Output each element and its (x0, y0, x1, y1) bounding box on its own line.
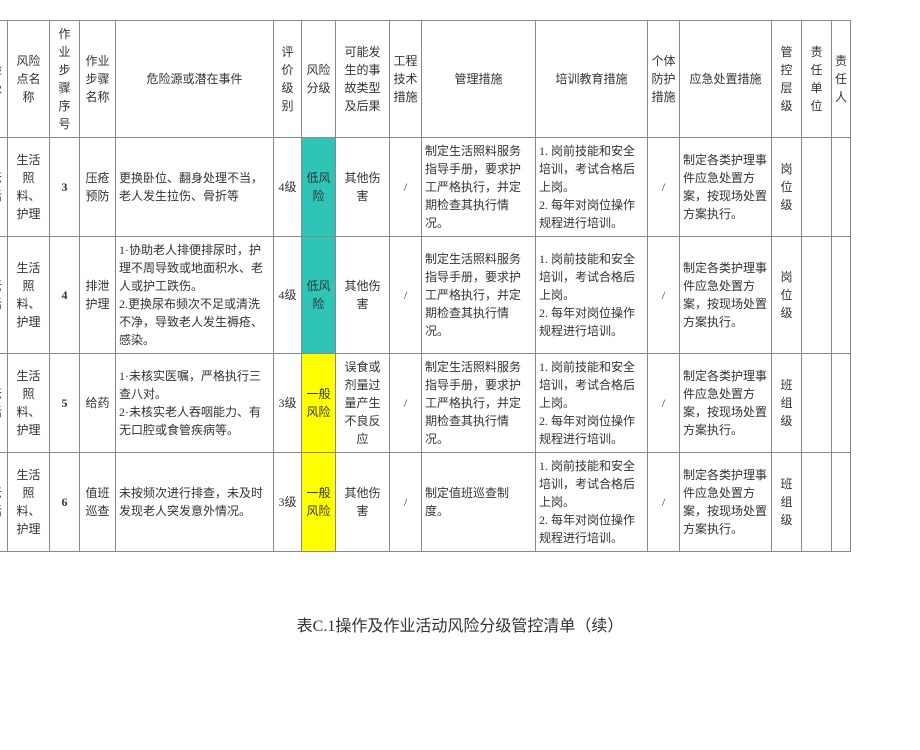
table-cell: 养老生活 (0, 237, 8, 354)
table-cell: 养老生活 (0, 354, 8, 453)
table-cell: / (648, 138, 680, 237)
table-cell: 给药 (80, 354, 116, 453)
col-header: 评价级别 (274, 21, 302, 138)
table-cell: 低风险 (302, 138, 336, 237)
table-cell: 1·未核实医嘱，严格执行三查八对。2·未核实老人吞咽能力、有无口腔或食管疾病等。 (116, 354, 274, 453)
table-cell: 制定各类护理事件应急处置方案，按现场处置方案执行。 (680, 354, 772, 453)
col-header: 风险分级 (302, 21, 336, 138)
table-cell: / (648, 354, 680, 453)
table-cell: 误食或剂量过量产生不良反应 (336, 354, 390, 453)
table-cell: 养老生活 (0, 138, 8, 237)
table-header-row: 风险等级风险点名称作业步骤序号作业步骤名称危险源或潜在事件评价级别风险分级可能发… (0, 21, 851, 138)
table-cell: / (648, 453, 680, 552)
table-caption: 表C.1操作及作业活动风险分级管控清单（续） (0, 612, 920, 636)
table-cell: / (390, 138, 422, 237)
table-cell: 生活照料、护理 (8, 354, 50, 453)
col-header: 管理措施 (422, 21, 536, 138)
table-cell: 压疮预防 (80, 138, 116, 237)
col-header: 责任单位 (802, 21, 832, 138)
table-cell: 4级 (274, 138, 302, 237)
table-cell: 更换卧位、翻身处理不当，老人发生拉伤、骨折等 (116, 138, 274, 237)
table-cell: 制定各类护理事件应急处置方案，按现场处置方案执行。 (680, 138, 772, 237)
table-cell: 制定各类护理事件应急处置方案，按现场处置方案执行。 (680, 453, 772, 552)
col-header: 管控层级 (772, 21, 802, 138)
col-header: 可能发生的事故类型及后果 (336, 21, 390, 138)
table-cell (802, 138, 832, 237)
table-cell (802, 237, 832, 354)
risk-table: 风险等级风险点名称作业步骤序号作业步骤名称危险源或潜在事件评价级别风险分级可能发… (0, 20, 851, 552)
table-cell: 一般风险 (302, 453, 336, 552)
table-cell: 班组级 (772, 354, 802, 453)
table-cell: 1. 岗前技能和安全培训，考试合格后上岗。2. 每年对岗位操作规程进行培训。 (536, 453, 648, 552)
col-header: 风险点名称 (8, 21, 50, 138)
table-cell: 生活照料、护理 (8, 237, 50, 354)
table-cell (832, 453, 851, 552)
table-cell: / (390, 354, 422, 453)
table-cell: 其他伤害 (336, 453, 390, 552)
table-cell: 制定值班巡查制度。 (422, 453, 536, 552)
table-cell: 1. 岗前技能和安全培训，考试合格后上岗。2. 每年对岗位操作规程进行培训。 (536, 354, 648, 453)
table-row: 养老生活生活照料、护理5给药1·未核实医嘱，严格执行三查八对。2·未核实老人吞咽… (0, 354, 851, 453)
table-cell: 养老生活 (0, 453, 8, 552)
col-header: 危险源或潜在事件 (116, 21, 274, 138)
table-row: 养老生活生活照料、护理6值班巡查未按频次进行排查，未及时发现老人突发意外情况。3… (0, 453, 851, 552)
table-cell: 低风险 (302, 237, 336, 354)
table-cell: 岗位级 (772, 138, 802, 237)
table-cell: 4级 (274, 237, 302, 354)
table-cell: 6 (50, 453, 80, 552)
col-header: 工程技术措施 (390, 21, 422, 138)
table-cell: 4 (50, 237, 80, 354)
table-cell: 其他伤害 (336, 237, 390, 354)
table-cell: 生活照料、护理 (8, 138, 50, 237)
table-cell: / (648, 237, 680, 354)
table-cell: 生活照料、护理 (8, 453, 50, 552)
col-header: 个体防护措施 (648, 21, 680, 138)
table-row: 养老生活生活照料、护理4排泄护理1·协助老人排便排尿时，护理不周导致或地面积水、… (0, 237, 851, 354)
table-container: 风险等级风险点名称作业步骤序号作业步骤名称危险源或潜在事件评价级别风险分级可能发… (0, 20, 920, 552)
table-cell: 班组级 (772, 453, 802, 552)
table-row: 养老生活生活照料、护理3压疮预防更换卧位、翻身处理不当，老人发生拉伤、骨折等4级… (0, 138, 851, 237)
table-cell (832, 354, 851, 453)
table-cell (802, 453, 832, 552)
table-cell: 1. 岗前技能和安全培训，考试合格后上岗。2. 每年对岗位操作规程进行培训。 (536, 237, 648, 354)
table-cell: 3级 (274, 453, 302, 552)
table-cell: 3 (50, 138, 80, 237)
table-cell: / (390, 237, 422, 354)
table-cell: 制定生活照料服务指导手册，要求护工严格执行，并定期检查其执行情况。 (422, 237, 536, 354)
table-cell: 值班巡查 (80, 453, 116, 552)
table-cell: 制定各类护理事件应急处置方案，按现场处置方案执行。 (680, 237, 772, 354)
col-header: 风险等级 (0, 21, 8, 138)
table-cell: / (390, 453, 422, 552)
table-cell: 制定生活照料服务指导手册，要求护工严格执行，并定期检查其执行情况。 (422, 354, 536, 453)
table-cell (802, 354, 832, 453)
col-header: 责任人 (832, 21, 851, 138)
col-header: 培训教育措施 (536, 21, 648, 138)
table-cell: 其他伤害 (336, 138, 390, 237)
table-cell: 制定生活照料服务指导手册，要求护工严格执行，并定期检查其执行情况。 (422, 138, 536, 237)
table-cell: 3级 (274, 354, 302, 453)
table-cell: 岗位级 (772, 237, 802, 354)
col-header: 应急处置措施 (680, 21, 772, 138)
table-cell: 1. 岗前技能和安全培训，考试合格后上岗。2. 每年对岗位操作规程进行培训。 (536, 138, 648, 237)
table-cell (832, 237, 851, 354)
table-cell: 5 (50, 354, 80, 453)
table-cell: 1·协助老人排便排尿时，护理不周导致或地面积水、老人或护工跌伤。2.更换尿布频次… (116, 237, 274, 354)
table-cell: 排泄护理 (80, 237, 116, 354)
table-cell (832, 138, 851, 237)
table-cell: 一般风险 (302, 354, 336, 453)
col-header: 作业步骤名称 (80, 21, 116, 138)
col-header: 作业步骤序号 (50, 21, 80, 138)
table-cell: 未按频次进行排查，未及时发现老人突发意外情况。 (116, 453, 274, 552)
